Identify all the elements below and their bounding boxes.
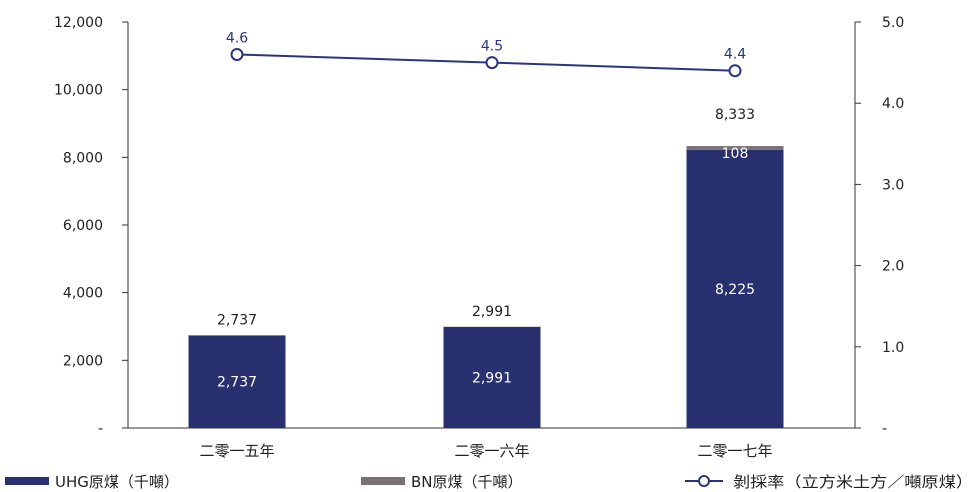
bar-uhg xyxy=(686,149,784,429)
x-category-label: 二零一七年 xyxy=(697,442,772,460)
bar-uhg-label: 2,991 xyxy=(472,370,512,386)
left-tick-label: 10,000 xyxy=(54,83,103,99)
left-tick-label: 12,000 xyxy=(54,15,103,31)
ratio-point-label: 4.4 xyxy=(724,47,746,63)
left-tick-label: 4,000 xyxy=(63,286,103,302)
right-tick-label: 3.0 xyxy=(882,177,904,193)
ratio-point xyxy=(485,56,499,70)
right-tick-label: - xyxy=(882,421,887,437)
x-category-label: 二零一五年 xyxy=(199,442,274,460)
bar-uhg-label: 2,737 xyxy=(217,375,257,391)
bar-bn xyxy=(686,146,784,150)
left-tick-label: 8,000 xyxy=(63,150,103,166)
bar-total-label: 2,991 xyxy=(472,304,512,320)
ratio-point xyxy=(230,47,244,61)
left-tick-label: 6,000 xyxy=(63,218,103,234)
legend-uhg-swatch xyxy=(5,477,49,485)
right-tick-label: 5.0 xyxy=(882,15,904,31)
legend-uhg-label: UHG原煤（千噸） xyxy=(55,473,179,491)
legend-ratio-marker xyxy=(698,475,710,487)
right-tick-label: 4.0 xyxy=(882,96,904,112)
left-tick-label: 2,000 xyxy=(63,353,103,369)
x-category-label: 二零一六年 xyxy=(454,442,529,460)
left-tick-label: - xyxy=(98,421,103,437)
bar-uhg xyxy=(188,335,286,428)
ratio-point xyxy=(728,64,742,78)
right-tick-label: 2.0 xyxy=(882,259,904,275)
legend-bn-label: BN原煤（千噸） xyxy=(411,473,523,491)
bar-uhg-label: 8,225 xyxy=(715,282,755,298)
bar-total-label: 8,333 xyxy=(715,107,755,123)
ratio-point-label: 4.6 xyxy=(226,30,248,46)
legend-ratio-label: 剝採率（立方米土方／噸原煤） xyxy=(733,473,973,491)
bar-total-label: 2,737 xyxy=(217,312,257,328)
legend-bn-swatch xyxy=(361,477,405,485)
right-tick-label: 1.0 xyxy=(882,340,904,356)
bar-bn-label: 108 xyxy=(722,146,749,162)
bar-uhg xyxy=(443,326,541,428)
ratio-point-label: 4.5 xyxy=(481,39,503,55)
